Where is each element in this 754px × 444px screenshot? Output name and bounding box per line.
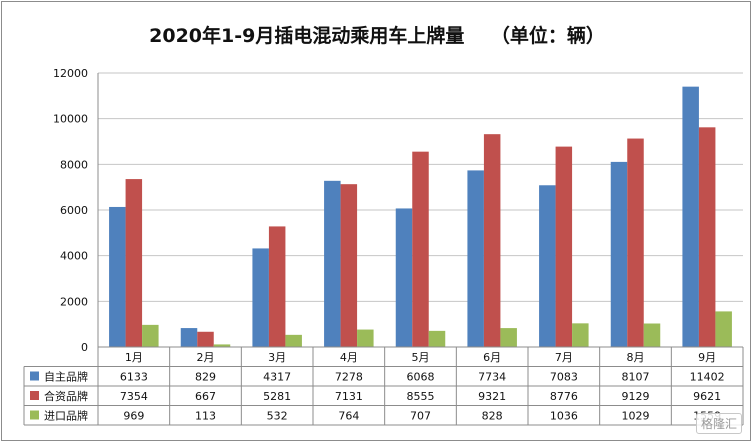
legend-label: 自主品牌 bbox=[44, 370, 88, 384]
table-value: 6068 bbox=[407, 371, 435, 384]
x-tick-label: 5月 bbox=[412, 351, 430, 364]
bar-1-3月 bbox=[252, 248, 269, 347]
bar-3-1月 bbox=[142, 324, 159, 347]
bar-3-8月 bbox=[643, 323, 661, 347]
bar-3-9月 bbox=[715, 311, 732, 347]
table-value: 9621 bbox=[693, 390, 721, 403]
x-tick-label: 4月 bbox=[340, 351, 358, 364]
bar-3-3月 bbox=[285, 334, 302, 347]
bar-2-7月 bbox=[555, 146, 573, 347]
y-tick-label: 10000 bbox=[53, 113, 88, 126]
y-tick-label: 4000 bbox=[60, 250, 88, 263]
bar-2-1月 bbox=[125, 179, 143, 347]
y-tick-label: 12000 bbox=[53, 67, 88, 80]
legend-label: 进口品牌 bbox=[44, 409, 88, 423]
table-value: 9321 bbox=[478, 390, 506, 403]
table-value: 9129 bbox=[622, 390, 650, 403]
table-value: 8555 bbox=[407, 390, 435, 403]
table-value: 1036 bbox=[550, 410, 578, 423]
table-value: 532 bbox=[267, 410, 288, 423]
legend-label: 合资品牌 bbox=[44, 389, 88, 403]
table-value: 4317 bbox=[263, 371, 291, 384]
table-value: 7734 bbox=[478, 371, 506, 384]
bar-2-3月 bbox=[268, 226, 286, 347]
chart-title: 2020年1-9月插电混动乘用车上牌量 （单位：辆） bbox=[2, 21, 752, 48]
bar-1-4月 bbox=[324, 180, 341, 347]
table-value: 113 bbox=[195, 410, 216, 423]
table-value: 8776 bbox=[550, 390, 578, 403]
table-value: 969 bbox=[123, 410, 144, 423]
x-tick-label: 1月 bbox=[125, 351, 143, 364]
bar-1-2月 bbox=[180, 328, 198, 347]
table-value: 667 bbox=[195, 390, 216, 403]
x-tick-label: 6月 bbox=[483, 351, 501, 364]
chart-title-text: 2020年1-9月插电混动乘用车上牌量 bbox=[149, 25, 465, 47]
bar-3-6月 bbox=[500, 328, 517, 347]
bar-1-8月 bbox=[610, 161, 628, 347]
x-tick-label: 2月 bbox=[197, 351, 215, 364]
bar-3-7月 bbox=[572, 323, 589, 347]
bar-1-5月 bbox=[395, 208, 413, 347]
table-value: 829 bbox=[195, 371, 216, 384]
x-tick-label: 3月 bbox=[268, 351, 286, 364]
table-value: 6133 bbox=[120, 371, 148, 384]
legend-key-3 bbox=[30, 410, 39, 420]
x-tick-label: 7月 bbox=[555, 351, 573, 364]
y-tick-label: 8000 bbox=[60, 158, 88, 171]
y-tick-label: 0 bbox=[81, 341, 88, 354]
bar-1-6月 bbox=[467, 170, 484, 347]
table-value: 828 bbox=[482, 410, 503, 423]
bar-2-8月 bbox=[627, 138, 644, 347]
table-value: 7131 bbox=[335, 390, 363, 403]
bar-1-1月 bbox=[109, 206, 126, 347]
table-value: 7083 bbox=[550, 371, 578, 384]
table-value: 7354 bbox=[120, 390, 148, 403]
bar-2-9月 bbox=[698, 127, 716, 347]
bar-1-9月 bbox=[682, 86, 699, 348]
table-value: 1029 bbox=[622, 410, 650, 423]
x-tick-label: 9月 bbox=[698, 351, 716, 364]
table-value: 764 bbox=[338, 410, 359, 423]
x-tick-label: 8月 bbox=[627, 351, 645, 364]
bar-1-7月 bbox=[539, 185, 556, 347]
table-value: 11402 bbox=[690, 371, 725, 384]
bar-2-6月 bbox=[483, 134, 501, 347]
legend-key-1 bbox=[30, 371, 39, 381]
table-value: 8107 bbox=[622, 371, 650, 384]
bar-3-2月 bbox=[213, 344, 231, 347]
bar-3-5月 bbox=[428, 330, 446, 347]
bar-2-5月 bbox=[412, 151, 429, 347]
table-value: 707 bbox=[410, 410, 431, 423]
legend-key-2 bbox=[30, 391, 39, 400]
watermark-logo: 格隆汇 bbox=[695, 413, 742, 434]
chart-unit: （单位：辆） bbox=[490, 25, 605, 47]
bar-3-4月 bbox=[357, 329, 374, 347]
y-tick-label: 6000 bbox=[60, 204, 88, 217]
table-value: 7278 bbox=[335, 371, 363, 384]
table-value: 5281 bbox=[263, 390, 291, 403]
bar-2-2月 bbox=[197, 331, 214, 347]
bar-2-4月 bbox=[340, 184, 358, 347]
y-tick-label: 2000 bbox=[60, 295, 88, 308]
